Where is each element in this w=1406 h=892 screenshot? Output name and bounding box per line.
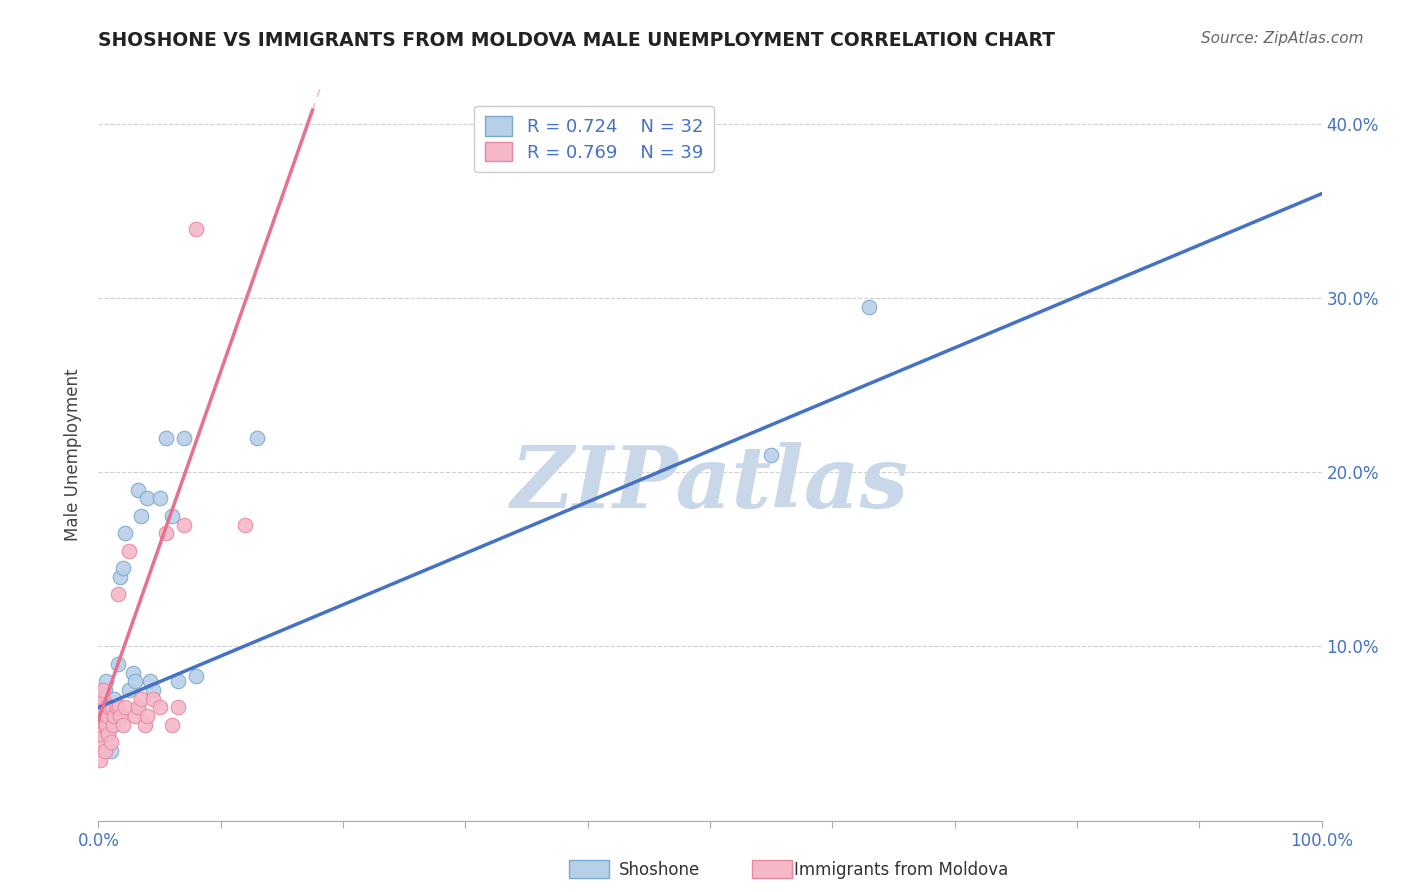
Text: Shoshone: Shoshone bbox=[619, 861, 700, 879]
Point bbox=[129, 691, 152, 706]
Point bbox=[89, 735, 111, 749]
Point bbox=[149, 700, 172, 714]
Point bbox=[118, 683, 141, 698]
Point bbox=[90, 726, 112, 740]
Text: ZIPatlas: ZIPatlas bbox=[510, 442, 910, 526]
Point bbox=[103, 709, 125, 723]
Point bbox=[91, 718, 114, 732]
Point bbox=[96, 709, 118, 723]
Point bbox=[160, 718, 183, 732]
Point bbox=[142, 683, 165, 698]
Point bbox=[108, 700, 131, 714]
Point bbox=[97, 726, 120, 740]
Point bbox=[110, 709, 132, 723]
Point bbox=[136, 709, 159, 723]
Point bbox=[111, 718, 134, 732]
Point bbox=[114, 526, 136, 541]
Point bbox=[93, 718, 115, 732]
Point bbox=[136, 491, 159, 506]
Point bbox=[101, 718, 124, 732]
Point bbox=[114, 700, 136, 714]
Point bbox=[100, 735, 122, 749]
Point bbox=[97, 726, 120, 740]
Point bbox=[167, 674, 190, 689]
Point bbox=[91, 683, 114, 698]
Point bbox=[100, 744, 122, 758]
Point bbox=[93, 744, 115, 758]
Y-axis label: Male Unemployment: Male Unemployment bbox=[63, 368, 82, 541]
Point bbox=[93, 683, 115, 698]
Point bbox=[111, 561, 134, 575]
Point bbox=[94, 674, 117, 689]
Point bbox=[124, 674, 146, 689]
Point bbox=[155, 526, 177, 541]
Point bbox=[186, 221, 208, 235]
Point bbox=[101, 718, 124, 732]
Point bbox=[233, 517, 256, 532]
Point bbox=[103, 691, 125, 706]
Point bbox=[160, 508, 183, 523]
Point bbox=[173, 430, 195, 444]
Point bbox=[91, 700, 114, 714]
Point bbox=[107, 587, 129, 601]
Point bbox=[167, 700, 190, 714]
Point bbox=[90, 718, 112, 732]
Point bbox=[101, 700, 124, 714]
Point bbox=[107, 657, 129, 671]
Point bbox=[91, 709, 114, 723]
Point bbox=[91, 700, 114, 714]
Point bbox=[134, 718, 156, 732]
Point bbox=[127, 483, 149, 497]
Point bbox=[129, 508, 152, 523]
Point bbox=[94, 700, 117, 714]
Point bbox=[186, 669, 208, 683]
Point bbox=[127, 700, 149, 714]
Point bbox=[105, 709, 128, 723]
Point bbox=[98, 700, 121, 714]
Point bbox=[142, 691, 165, 706]
Point bbox=[173, 517, 195, 532]
Point bbox=[124, 709, 146, 723]
Point bbox=[155, 430, 177, 444]
Text: Immigrants from Moldova: Immigrants from Moldova bbox=[794, 861, 1008, 879]
Point bbox=[94, 718, 117, 732]
Point bbox=[761, 448, 783, 462]
Point bbox=[89, 753, 111, 767]
Point bbox=[858, 300, 880, 314]
Point bbox=[91, 691, 114, 706]
Point bbox=[121, 665, 143, 680]
Point bbox=[91, 691, 114, 706]
Point bbox=[98, 700, 121, 714]
Text: Source: ZipAtlas.com: Source: ZipAtlas.com bbox=[1201, 31, 1364, 46]
Legend: R = 0.724    N = 32, R = 0.769    N = 39: R = 0.724 N = 32, R = 0.769 N = 39 bbox=[474, 105, 714, 172]
Point bbox=[118, 543, 141, 558]
Point bbox=[110, 570, 132, 584]
Point bbox=[246, 430, 269, 444]
Point bbox=[139, 674, 162, 689]
Point bbox=[105, 700, 128, 714]
Text: SHOSHONE VS IMMIGRANTS FROM MOLDOVA MALE UNEMPLOYMENT CORRELATION CHART: SHOSHONE VS IMMIGRANTS FROM MOLDOVA MALE… bbox=[98, 31, 1056, 50]
Point bbox=[149, 491, 172, 506]
